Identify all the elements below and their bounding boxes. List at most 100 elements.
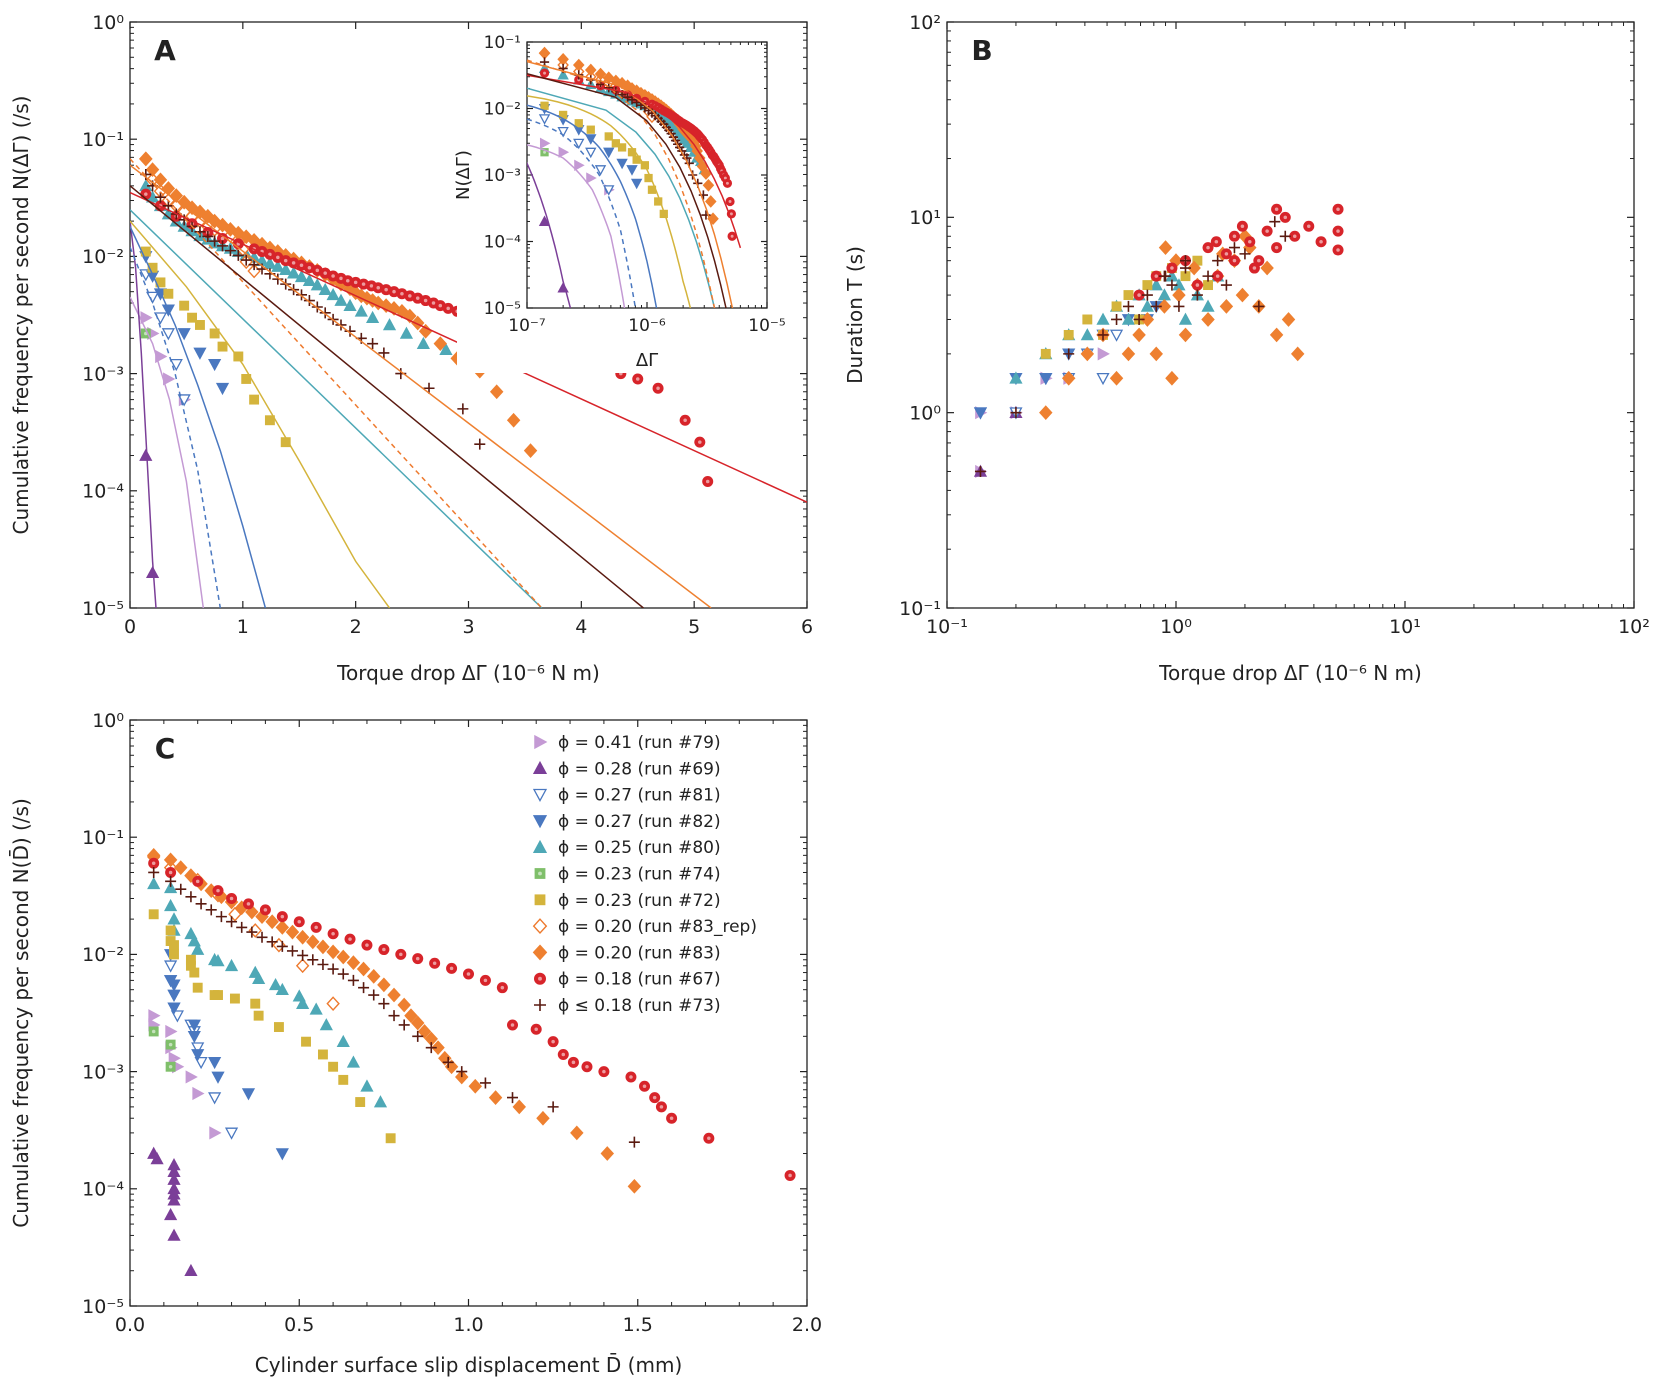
legend-marker xyxy=(532,839,548,853)
data-point xyxy=(557,68,569,80)
data-point-dot xyxy=(361,282,366,286)
data-point-dot xyxy=(291,261,296,265)
data-point xyxy=(140,311,153,325)
data-point xyxy=(1109,329,1124,342)
data-point xyxy=(265,914,279,930)
data-point xyxy=(594,67,607,81)
data-point xyxy=(1122,300,1134,312)
x-tick-label: 4 xyxy=(575,616,587,638)
x-tick-label: 3 xyxy=(462,616,474,638)
plot-frame xyxy=(129,719,808,1307)
data-point xyxy=(378,347,390,359)
data-point xyxy=(139,151,153,167)
y-tick-label: 10⁻¹ xyxy=(82,129,124,151)
data-point xyxy=(1260,260,1274,276)
y-axis-label: Cumulative frequency per second N(D̄) (/… xyxy=(8,798,33,1228)
data-point xyxy=(211,954,225,967)
data-point xyxy=(241,374,252,384)
data-point xyxy=(1140,312,1155,327)
x-tick-label: 1.5 xyxy=(623,1314,653,1336)
data-point-dot xyxy=(151,861,156,865)
data-point xyxy=(378,998,390,1010)
data-point-dot xyxy=(723,176,727,180)
data-point xyxy=(326,944,340,960)
data-point-dot xyxy=(642,1084,647,1089)
x-tick-label: 10⁻¹ xyxy=(926,616,968,638)
data-point xyxy=(248,259,260,271)
fit-line xyxy=(527,161,572,308)
data-point xyxy=(1219,299,1234,314)
data-point xyxy=(327,963,339,975)
data-point-dot xyxy=(1307,224,1311,229)
data-point-dot xyxy=(280,914,285,919)
data-point xyxy=(1132,327,1146,343)
data-point xyxy=(367,338,379,350)
data-point xyxy=(165,875,177,887)
data-point xyxy=(366,968,381,984)
data-point xyxy=(148,866,160,878)
data-point xyxy=(155,277,166,288)
data-point-dot xyxy=(1292,234,1297,239)
data-point xyxy=(574,159,585,171)
data-point xyxy=(275,920,290,935)
data-point xyxy=(306,934,320,950)
data-point xyxy=(385,1133,396,1144)
y-axis-label: Duration T (s) xyxy=(843,246,867,384)
legend-label: ϕ = 0.20 (run #83_rep) xyxy=(558,917,757,937)
fit-line xyxy=(527,144,626,308)
data-point xyxy=(169,188,183,203)
data-point-dot xyxy=(384,287,388,292)
data-point xyxy=(1061,370,1076,386)
data-point-dot xyxy=(1195,283,1200,287)
data-point xyxy=(704,195,717,208)
data-point xyxy=(209,1126,222,1140)
data-point xyxy=(147,876,161,890)
x-tick-label: 10⁰ xyxy=(1160,616,1192,638)
data-point xyxy=(191,1049,205,1062)
series-5 xyxy=(540,148,549,157)
data-point xyxy=(1212,255,1224,267)
data-point xyxy=(185,954,196,965)
data-point xyxy=(241,1088,256,1101)
data-point xyxy=(175,883,187,895)
data-point-dot xyxy=(659,1105,664,1109)
data-point xyxy=(208,358,222,372)
data-point xyxy=(334,293,348,306)
data-point-dot xyxy=(669,1116,674,1120)
data-point xyxy=(297,949,309,961)
data-point xyxy=(249,394,260,405)
y-tick-label: 10⁻¹ xyxy=(899,598,941,620)
fit-line xyxy=(527,74,742,249)
data-point xyxy=(627,95,637,105)
data-point xyxy=(573,138,585,150)
x-tick-label: 1.0 xyxy=(453,1314,483,1336)
data-point xyxy=(1191,289,1203,301)
x-tick-label: 10⁻⁵ xyxy=(748,316,785,336)
fit-line xyxy=(527,95,692,308)
data-point xyxy=(184,1263,198,1277)
marks-layer xyxy=(527,46,742,308)
data-point xyxy=(538,215,551,227)
data-point-dot xyxy=(534,1027,538,1031)
data-point xyxy=(425,1042,437,1054)
data-point xyxy=(232,249,244,261)
data-point xyxy=(354,304,368,317)
data-point-dot xyxy=(331,932,335,936)
panel-a-inset: 10⁻⁷ 10⁻⁶ 10⁻⁵ 10⁻⁵ 10⁻⁴ 10⁻³ 10⁻² 10⁻¹ ΔΓ N(ΔΓ) xyxy=(453,32,787,373)
data-point-dot xyxy=(283,258,288,263)
data-point-dot xyxy=(297,919,302,924)
data-point xyxy=(201,208,215,224)
data-point xyxy=(192,982,203,993)
data-point xyxy=(167,1193,181,1206)
data-point xyxy=(167,1002,181,1015)
data-point-dot xyxy=(276,255,280,260)
series-10 xyxy=(148,866,640,1148)
legend-marker xyxy=(532,788,548,802)
data-point xyxy=(167,1228,181,1241)
data-point-dot xyxy=(315,268,320,273)
data-point xyxy=(215,911,227,923)
data-point xyxy=(336,1034,350,1048)
fit-line xyxy=(527,87,716,308)
data-point xyxy=(558,146,570,158)
x-tick-label: 2 xyxy=(350,616,362,638)
